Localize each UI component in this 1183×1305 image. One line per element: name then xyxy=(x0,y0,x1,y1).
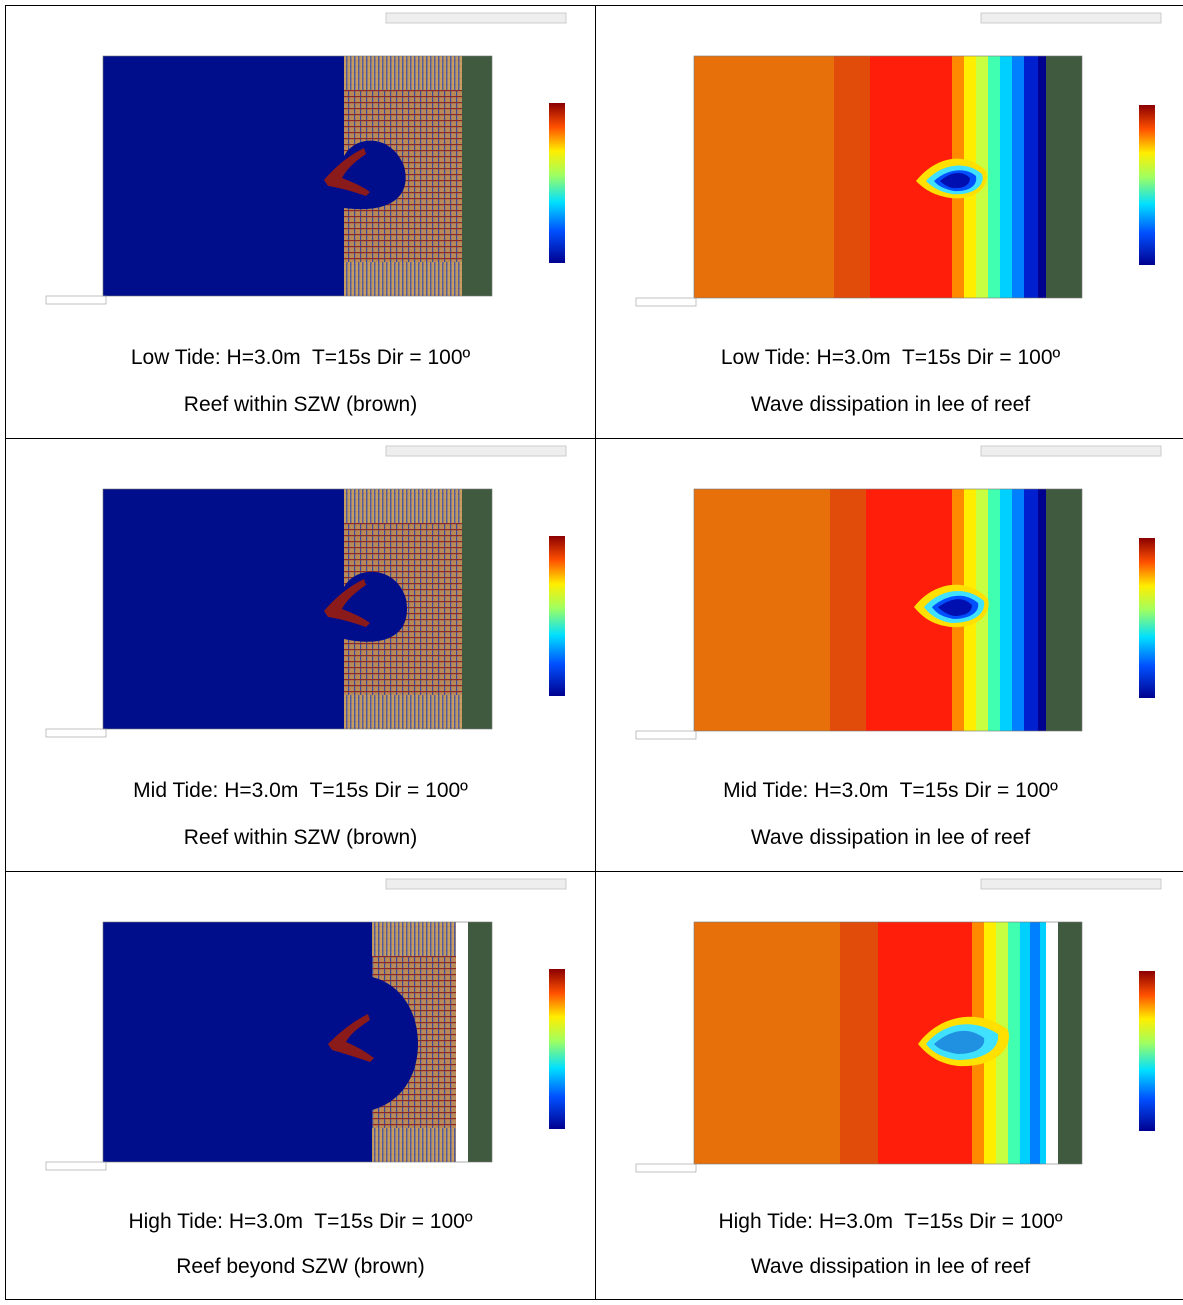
table-cell: High Tide: H=3.0m T=15s Dir = 100º Reef … xyxy=(5,871,596,1300)
wave-band-orange xyxy=(694,922,840,1164)
colorbar xyxy=(1139,105,1155,265)
caption-line-1: Mid Tide: H=3.0m T=15s Dir = 100º xyxy=(723,779,1058,802)
land-area xyxy=(1058,922,1082,1164)
caption-line-2: Wave dissipation in lee of reef xyxy=(750,1255,1031,1278)
caption-line-1: Low Tide: H=3.0m T=15s Dir = 100º xyxy=(130,346,471,369)
caption-line-1: Mid Tide: H=3.0m T=15s Dir = 100º xyxy=(133,779,468,802)
wave-height-figure xyxy=(596,439,1183,764)
reef-shape xyxy=(324,148,370,196)
caption-line-2: Wave dissipation in lee of reef xyxy=(750,393,1031,416)
colorbar xyxy=(1139,971,1155,1131)
land-area xyxy=(462,489,492,729)
table-cell: Mid Tide: H=3.0m T=15s Dir = 100º Reef w… xyxy=(5,438,596,872)
wave-height-figure xyxy=(596,872,1183,1197)
reef-shape xyxy=(328,1014,374,1062)
table-cell: Low Tide: H=3.0m T=15s Dir = 100º Wave d… xyxy=(595,5,1183,439)
land-area xyxy=(462,56,492,296)
colorbar xyxy=(1139,538,1155,698)
caption-line-1: High Tide: H=3.0m T=15s Dir = 100º xyxy=(718,1210,1063,1233)
land-area xyxy=(1046,56,1082,298)
caption-line-2: Reef beyond SZW (brown) xyxy=(176,1255,425,1278)
land-area xyxy=(1046,489,1082,731)
colorbar xyxy=(549,103,565,263)
caption-line-1: Low Tide: H=3.0m T=15s Dir = 100º xyxy=(720,346,1061,369)
caption-line-2: Wave dissipation in lee of reef xyxy=(750,826,1031,849)
wave-band-orange xyxy=(694,489,830,731)
table-cell: Mid Tide: H=3.0m T=15s Dir = 100º Wave d… xyxy=(595,438,1183,872)
colorbar xyxy=(549,969,565,1129)
land-area xyxy=(468,922,492,1162)
table-cell: Low Tide: H=3.0m T=15s Dir = 100º Reef w… xyxy=(5,5,596,439)
table-row: Low Tide: H=3.0m T=15s Dir = 100º Reef w… xyxy=(5,5,1183,439)
table-cell: High Tide: H=3.0m T=15s Dir = 100º Wave … xyxy=(595,871,1183,1300)
caption-line-2: Reef within SZW (brown) xyxy=(183,393,418,416)
deep-water-area xyxy=(103,489,348,729)
caption-line-2: Reef within SZW (brown) xyxy=(183,826,418,849)
deep-water-area xyxy=(103,56,348,296)
szw-figure xyxy=(6,439,595,764)
table-row: High Tide: H=3.0m T=15s Dir = 100º Reef … xyxy=(5,871,1183,1300)
figure-table: Low Tide: H=3.0m T=15s Dir = 100º Reef w… xyxy=(5,5,1183,1300)
colorbar xyxy=(549,536,565,696)
caption-line-1: High Tide: H=3.0m T=15s Dir = 100º xyxy=(128,1210,473,1233)
table-row: Mid Tide: H=3.0m T=15s Dir = 100º Reef w… xyxy=(5,438,1183,872)
wave-height-figure xyxy=(596,6,1183,331)
reef-shape xyxy=(324,579,370,627)
wave-band-orange xyxy=(694,56,834,298)
deep-water-area xyxy=(103,922,375,1162)
szw-figure xyxy=(6,6,595,331)
szw-figure xyxy=(6,872,595,1197)
